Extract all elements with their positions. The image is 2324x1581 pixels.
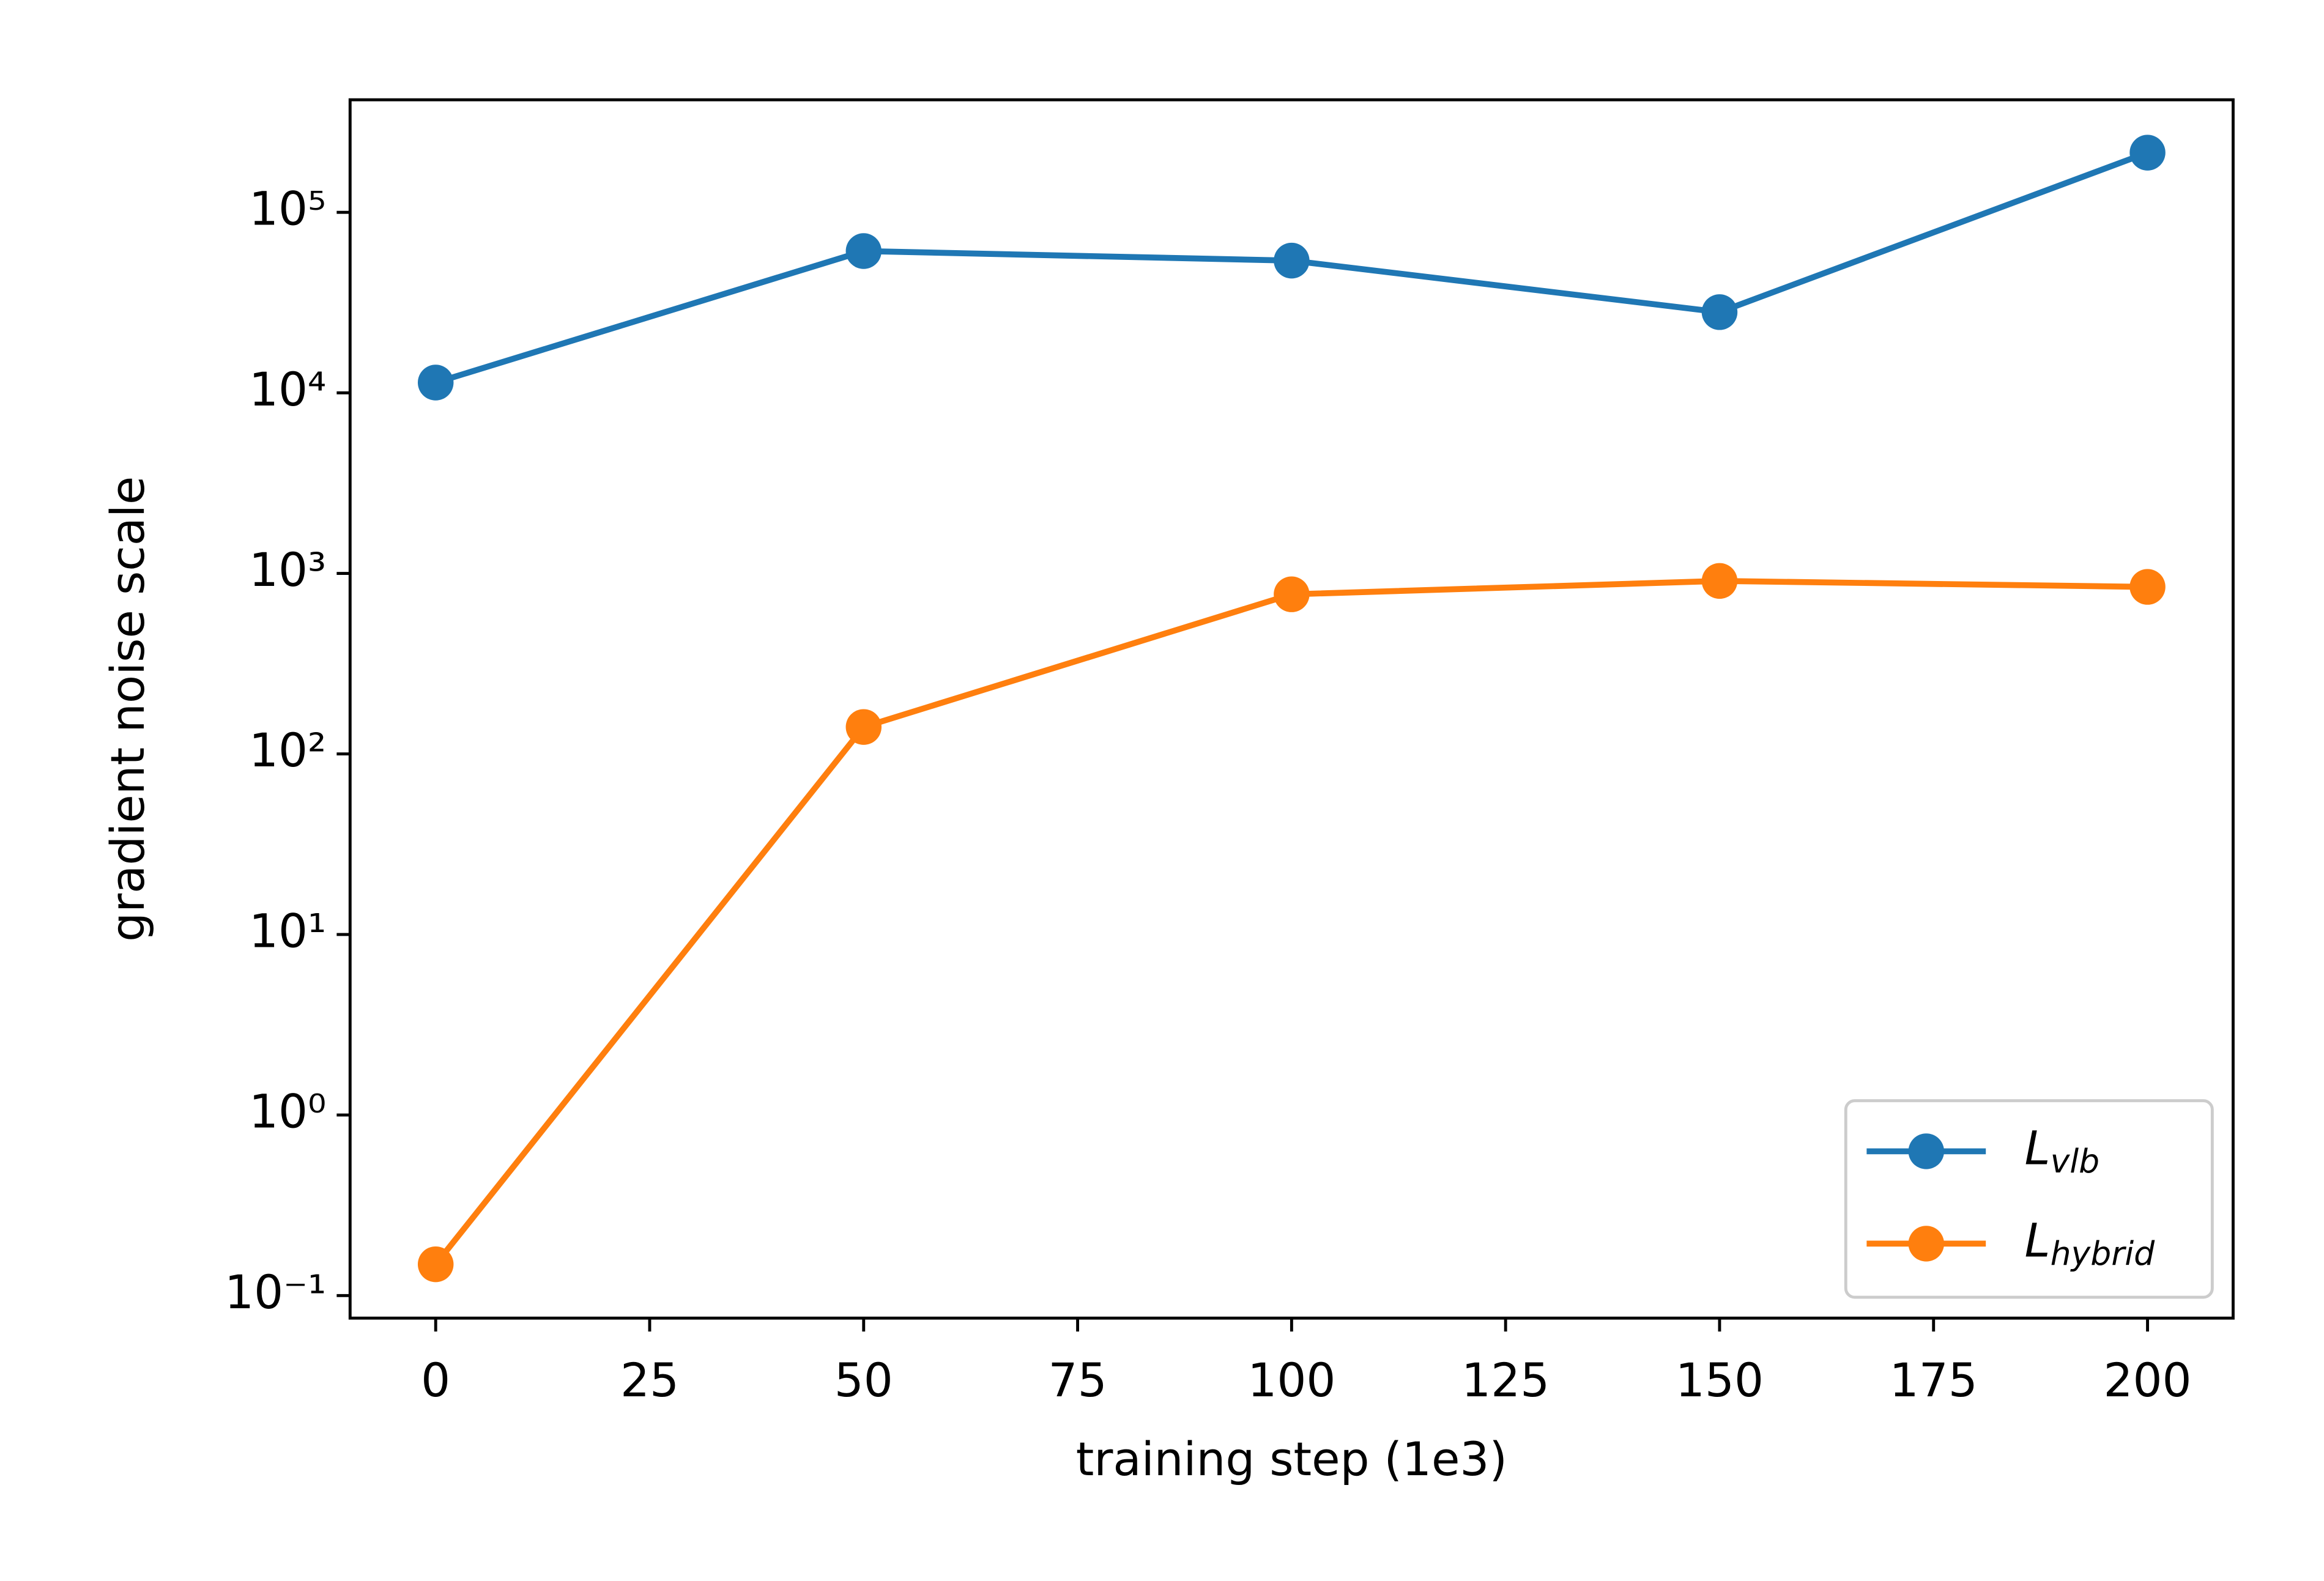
x-tick-label: 175: [1890, 1353, 1978, 1407]
y-tick-label: 10³: [249, 543, 326, 597]
data-point: [2129, 569, 2166, 605]
data-point: [417, 365, 454, 401]
x-tick-label: 200: [2103, 1353, 2191, 1407]
y-tick-label: 10⁰: [249, 1085, 326, 1139]
plot-frame: [348, 98, 2235, 1320]
data-point: [2129, 135, 2166, 171]
data-point: [845, 233, 882, 269]
x-tick-label: 150: [1676, 1353, 1764, 1407]
x-tick-label: 125: [1461, 1353, 1550, 1407]
y-tick-label: 10⁻¹: [225, 1265, 326, 1319]
legend-label: Lhybrid: [2025, 1213, 2156, 1273]
legend-marker: [1908, 1226, 1945, 1262]
y-axis-label: gradient noise scale: [101, 476, 155, 942]
x-tick-label: 25: [620, 1353, 679, 1407]
x-tick-label: 75: [1049, 1353, 1107, 1407]
data-point: [1274, 576, 1310, 612]
y-tick-label: 10⁴: [249, 363, 326, 417]
y-tick-label: 10⁵: [249, 182, 326, 236]
y-tick-label: 10²: [249, 724, 326, 777]
data-point: [1274, 242, 1310, 279]
x-tick-label: 50: [834, 1353, 893, 1407]
y-tick-label: 10¹: [249, 904, 326, 958]
legend-marker: [1908, 1133, 1945, 1169]
data-point: [845, 709, 882, 745]
x-tick-label: 100: [1247, 1353, 1335, 1407]
x-axis-label: training step (1e3): [1076, 1432, 1507, 1486]
data-point: [417, 1246, 454, 1283]
data-point: [1701, 294, 1738, 330]
data-point: [1701, 563, 1738, 599]
x-tick-label: 0: [421, 1353, 450, 1407]
legend-label: Lvlb: [2025, 1121, 2100, 1180]
